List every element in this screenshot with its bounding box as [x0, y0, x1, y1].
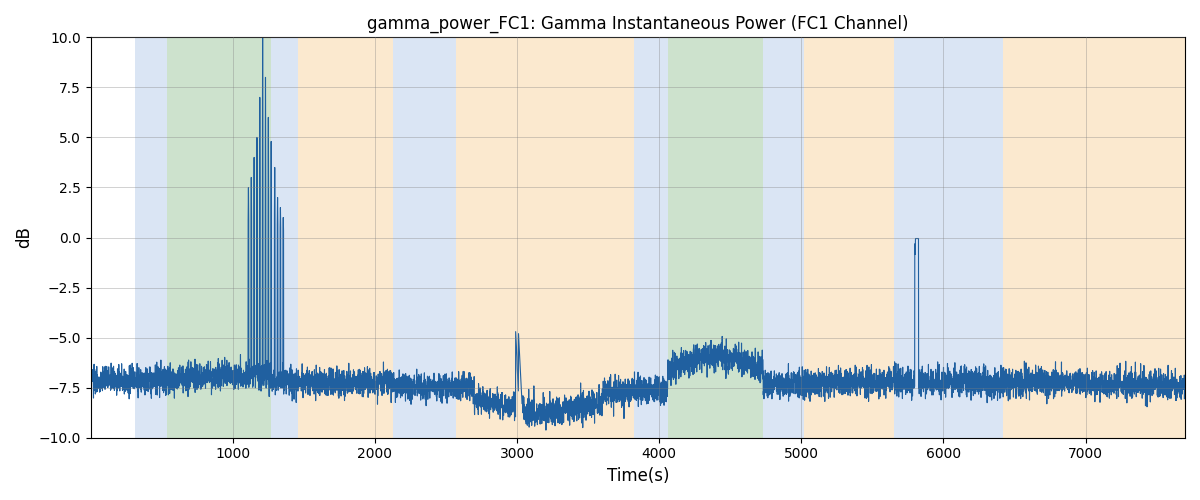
Bar: [298, 38, 394, 438]
Bar: [394, 38, 456, 438]
Title: gamma_power_FC1: Gamma Instantaneous Power (FC1 Channel): gamma_power_FC1: Gamma Instantaneous Pow…: [367, 15, 908, 34]
Bar: [167, 38, 271, 438]
Bar: [763, 38, 804, 438]
Bar: [894, 38, 1003, 438]
Bar: [667, 38, 763, 438]
Bar: [134, 38, 167, 438]
Bar: [804, 38, 894, 438]
Bar: [1003, 38, 1186, 438]
Y-axis label: dB: dB: [14, 226, 34, 248]
Bar: [271, 38, 298, 438]
Bar: [456, 38, 634, 438]
Bar: [634, 38, 667, 438]
X-axis label: Time(s): Time(s): [606, 467, 670, 485]
